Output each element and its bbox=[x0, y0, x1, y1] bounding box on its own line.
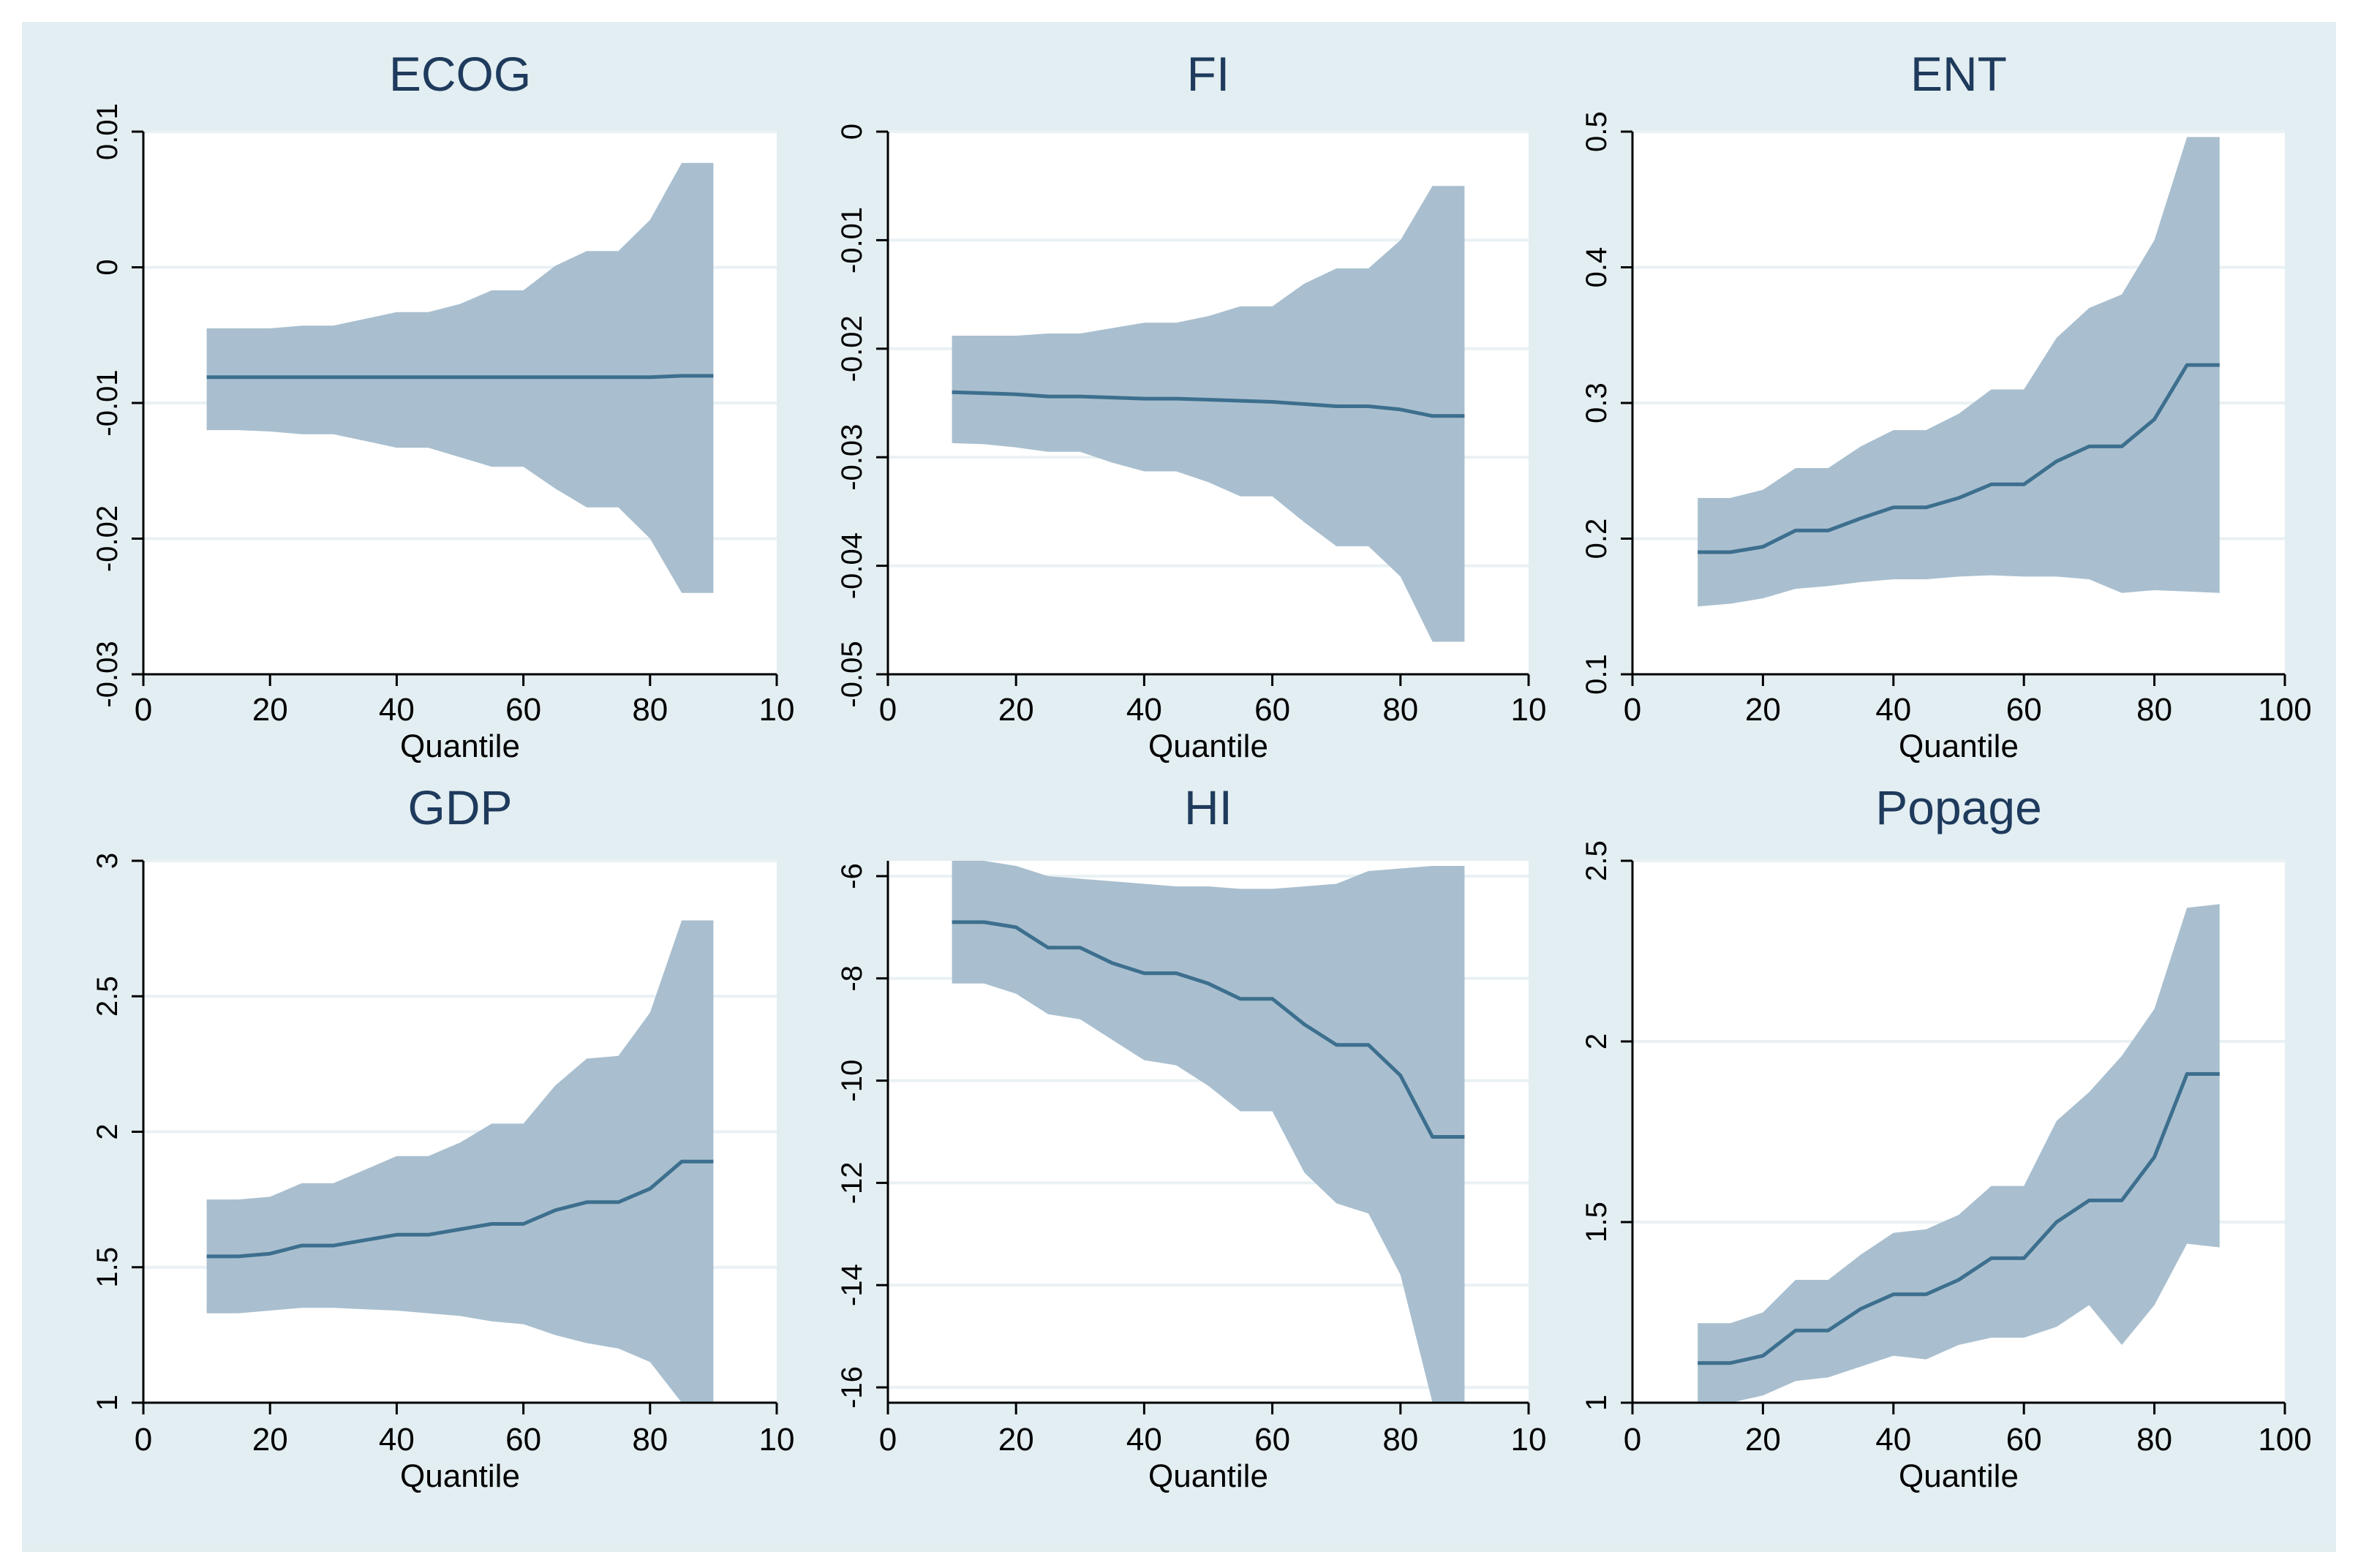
x-tick-label: 0 bbox=[1624, 692, 1641, 728]
x-tick-label: 100 bbox=[2258, 1422, 2311, 1458]
x-tick-label: 40 bbox=[1875, 1422, 1911, 1458]
y-tick-label: 1.5 bbox=[91, 1247, 124, 1288]
chart-title: HI bbox=[1184, 780, 1232, 834]
y-tick-label: -6 bbox=[836, 863, 868, 889]
x-axis-label: Quantile bbox=[400, 1458, 520, 1494]
x-tick-label: 10 bbox=[759, 692, 795, 728]
x-tick-label: 60 bbox=[2006, 1422, 2042, 1458]
y-tick-label: 0 bbox=[91, 259, 124, 275]
y-tick-label: 1.5 bbox=[1581, 1202, 1613, 1243]
y-tick-label: -0.04 bbox=[836, 532, 868, 599]
y-tick-label: -16 bbox=[836, 1366, 868, 1409]
chart-panel-gdp: 1 1.5 2 2.5 3 0 20 40 60 80 10 Quantile GDP bbox=[91, 780, 794, 1494]
y-tick-label: -12 bbox=[836, 1161, 868, 1204]
y-tick-label: 0.01 bbox=[91, 103, 124, 160]
x-tick-label: 80 bbox=[2136, 692, 2172, 728]
y-tick-label: -0.03 bbox=[91, 641, 124, 707]
x-tick-label: 10 bbox=[1511, 692, 1547, 728]
chart-panel-hi: -16 -14 -12 -10 -8 -6 0 20 40 60 80 10 Quantile HI bbox=[836, 780, 1546, 1494]
chart-panel-fi: -0.05 -0.04 -0.03 -0.02 -0.01 0 0 20 40 60 80 10 Qua… bbox=[836, 47, 1546, 764]
x-tick-label: 40 bbox=[379, 692, 415, 728]
x-tick-label: 80 bbox=[2136, 1422, 2172, 1458]
x-tick-label: 0 bbox=[135, 692, 152, 728]
chart-panel-popage: 1 1.5 2 2.5 0 20 40 60 80 100 Quantile Popage bbox=[1581, 780, 2312, 1494]
x-axis-label: Quantile bbox=[1899, 728, 2019, 764]
y-tick-label: 2 bbox=[1581, 1033, 1613, 1049]
x-tick-label: 10 bbox=[1511, 1422, 1547, 1458]
x-tick-label: 20 bbox=[998, 692, 1034, 728]
x-tick-label: 10 bbox=[759, 1422, 795, 1458]
x-tick-label: 80 bbox=[632, 692, 668, 728]
x-tick-label: 40 bbox=[1126, 692, 1162, 728]
chart-title: FI bbox=[1187, 47, 1230, 101]
chart-panel-ecog: -0.03 -0.02 -0.01 0 0.01 0 20 40 60 80 10 Quantile E… bbox=[91, 47, 794, 764]
estimate-line bbox=[206, 1159, 714, 1259]
y-tick-label: -10 bbox=[836, 1060, 868, 1102]
x-tick-label: 20 bbox=[998, 1422, 1034, 1458]
y-tick-label: -0.02 bbox=[836, 315, 868, 382]
y-tick-label: 0.3 bbox=[1581, 382, 1613, 423]
x-tick-label: 80 bbox=[1382, 1422, 1418, 1458]
chart-title: Popage bbox=[1875, 780, 2042, 834]
estimate-line bbox=[1698, 1072, 2220, 1365]
y-tick-label: 2.5 bbox=[91, 976, 124, 1017]
estimate-line bbox=[206, 374, 714, 380]
estimate-line bbox=[952, 920, 1465, 1139]
y-tick-label: 0.5 bbox=[1581, 111, 1613, 152]
x-tick-label: 0 bbox=[1624, 1422, 1641, 1458]
confidence-band bbox=[952, 861, 1465, 1403]
x-tick-label: 60 bbox=[1254, 692, 1290, 728]
y-tick-label: 3 bbox=[91, 853, 124, 869]
y-tick-label: 2.5 bbox=[1581, 840, 1613, 881]
x-tick-label: 60 bbox=[505, 1422, 541, 1458]
x-tick-label: 60 bbox=[505, 692, 541, 728]
x-axis-label: Quantile bbox=[1148, 728, 1268, 764]
confidence-band bbox=[206, 920, 714, 1403]
y-tick-label: -0.02 bbox=[91, 505, 124, 572]
y-tick-label: -8 bbox=[836, 965, 868, 992]
y-tick-label: 0.1 bbox=[1581, 654, 1613, 695]
x-tick-label: 20 bbox=[252, 692, 288, 728]
y-tick-label: -0.05 bbox=[836, 641, 868, 707]
y-tick-label: 1 bbox=[1581, 1395, 1613, 1411]
y-tick-label: 0 bbox=[836, 124, 868, 140]
estimate-line bbox=[952, 390, 1465, 418]
y-tick-label: -14 bbox=[836, 1264, 868, 1306]
confidence-band bbox=[952, 186, 1465, 642]
x-tick-label: 40 bbox=[1126, 1422, 1162, 1458]
x-tick-label: 60 bbox=[2006, 692, 2042, 728]
y-tick-label: -0.01 bbox=[91, 369, 124, 436]
x-tick-label: 0 bbox=[135, 1422, 152, 1458]
x-axis-label: Quantile bbox=[1899, 1458, 2019, 1494]
chart-title: GDP bbox=[407, 780, 512, 834]
x-tick-label: 40 bbox=[1875, 692, 1911, 728]
x-tick-label: 20 bbox=[1745, 1422, 1781, 1458]
x-tick-label: 0 bbox=[879, 1422, 897, 1458]
y-tick-label: 0.4 bbox=[1581, 247, 1613, 288]
x-tick-label: 40 bbox=[379, 1422, 415, 1458]
confidence-band bbox=[1698, 137, 2220, 607]
estimate-line bbox=[1698, 363, 2220, 554]
x-tick-label: 20 bbox=[252, 1422, 288, 1458]
chart-panel-ent: 0.1 0.2 0.3 0.4 0.5 0 20 40 60 80 100 Quantile ENT bbox=[1581, 47, 2312, 764]
x-tick-label: 60 bbox=[1254, 1422, 1290, 1458]
x-tick-label: 80 bbox=[1382, 692, 1418, 728]
x-tick-label: 100 bbox=[2258, 692, 2311, 728]
y-tick-label: -0.01 bbox=[836, 207, 868, 274]
x-axis-label: Quantile bbox=[400, 728, 520, 764]
x-axis-label: Quantile bbox=[1148, 1458, 1268, 1494]
confidence-band bbox=[1698, 904, 2220, 1403]
y-tick-label: 1 bbox=[91, 1395, 124, 1411]
y-tick-label: 0.2 bbox=[1581, 519, 1613, 559]
chart-title: ENT bbox=[1910, 47, 2007, 101]
x-tick-label: 20 bbox=[1745, 692, 1781, 728]
y-tick-label: -0.03 bbox=[836, 424, 868, 491]
y-tick-label: 2 bbox=[91, 1123, 124, 1139]
x-tick-label: 0 bbox=[879, 692, 897, 728]
chart-title: ECOG bbox=[389, 47, 531, 101]
x-tick-label: 80 bbox=[632, 1422, 668, 1458]
